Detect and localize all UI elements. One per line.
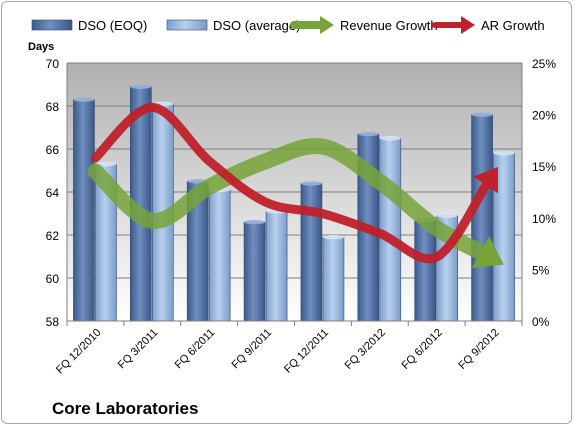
- bar-dso-average: [322, 236, 345, 322]
- y2-tick-label: 20%: [532, 109, 556, 123]
- legend-arrowhead: [461, 16, 475, 34]
- legend-label: Revenue Growth: [340, 18, 438, 33]
- bar-dso-average: [208, 189, 231, 322]
- x-tick-label: FQ 12/2010: [54, 327, 104, 377]
- bar-dso-eoq: [300, 183, 323, 322]
- bar-dso-eoq: [471, 114, 493, 322]
- y2-tick-label: 0%: [532, 315, 550, 329]
- legend-label: DSO (average): [213, 18, 300, 33]
- legend: DSO (EOQ) DSO (average) Revenue Growth AR G…: [31, 16, 545, 34]
- y2-tick-label: 5%: [532, 263, 550, 277]
- bar-dso-average: [265, 211, 288, 322]
- y-tick-label: 68: [46, 100, 60, 114]
- bar-top: [300, 181, 322, 186]
- y-axis-label: Days: [28, 41, 54, 53]
- bar-top: [130, 84, 152, 89]
- bar-top: [244, 219, 266, 225]
- legend-label: DSO (EOQ): [78, 18, 147, 33]
- y-tick-label: 66: [46, 143, 60, 157]
- legend-label: AR Growth: [481, 18, 545, 33]
- y-tick-label: 64: [46, 186, 60, 200]
- x-tick-label: FQ 12/2011: [282, 327, 331, 376]
- x-tick-label: FQ 6/2012: [400, 327, 445, 372]
- bar-top: [436, 213, 458, 218]
- y2-tick-label: 10%: [532, 212, 556, 226]
- bar-top: [357, 131, 379, 137]
- bar-top: [95, 161, 117, 167]
- y-tick-label: 62: [46, 229, 60, 243]
- x-tick-label: FQ 3/2011: [116, 327, 161, 372]
- legend-swatch-bar: [166, 19, 208, 31]
- y-tick-label: 58: [46, 315, 60, 329]
- revenue-growth-line: [87, 137, 493, 263]
- x-tick-label: FQ 6/2011: [173, 327, 218, 372]
- x-tick-label: FQ 9/2011: [230, 327, 275, 372]
- bar-top: [471, 112, 493, 117]
- x-tick-label: FQ 3/2012: [343, 327, 388, 372]
- bar-top: [379, 136, 401, 141]
- bar-top: [322, 234, 344, 240]
- bar-top: [493, 151, 515, 156]
- chart-title: Core Laboratories: [52, 399, 199, 418]
- bar-dso-eoq: [73, 99, 95, 322]
- legend-swatch-bar: [31, 19, 73, 31]
- y2-tick-label: 15%: [532, 160, 556, 174]
- x-tick-label: FQ 9/2012: [456, 327, 501, 372]
- ar-growth-line: [90, 102, 493, 264]
- legend-arrowhead: [320, 16, 334, 34]
- revenue-growth-arrowhead: [471, 236, 504, 268]
- bar-dso-eoq: [243, 221, 266, 322]
- ar-growth-arrowhead: [473, 166, 498, 194]
- bar-dso-eoq: [414, 219, 436, 322]
- bar-top: [73, 97, 95, 102]
- growth-arrows: [87, 102, 504, 268]
- y2-tick-label: 25%: [532, 57, 556, 71]
- y-tick-label: 60: [46, 272, 60, 286]
- y-tick-label: 70: [46, 57, 60, 71]
- bar-dso-average: [379, 137, 402, 322]
